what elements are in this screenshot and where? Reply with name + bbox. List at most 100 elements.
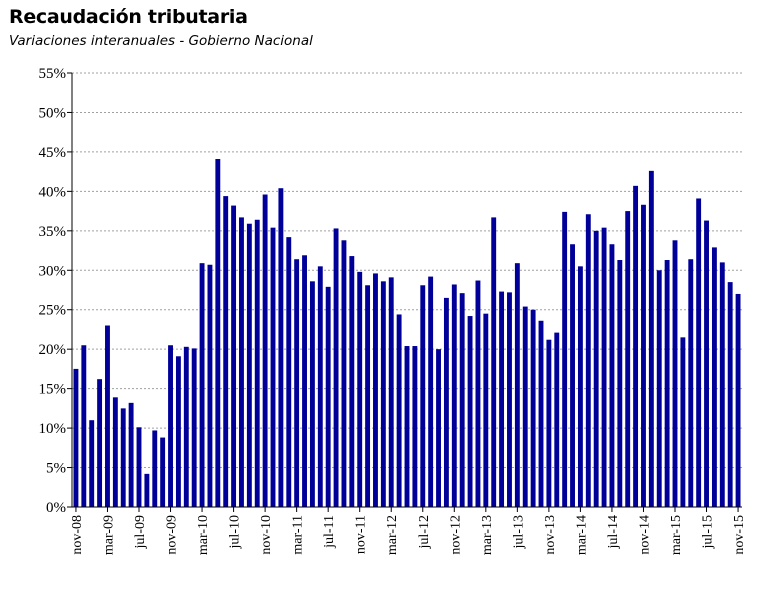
bar [105, 325, 110, 507]
x-tick-label: mar-11 [291, 515, 306, 555]
x-tick-label: jul-10 [228, 515, 243, 549]
bar [357, 271, 363, 507]
x-tick-label: jul-11 [322, 515, 337, 549]
bar [546, 339, 552, 507]
bar [467, 316, 473, 507]
bar [641, 204, 646, 507]
bar [727, 282, 733, 507]
x-tick-label: nov-14 [637, 515, 652, 555]
bar [475, 280, 481, 507]
y-tick-label: 40% [39, 184, 67, 200]
axes [67, 72, 742, 512]
bar [270, 227, 276, 507]
y-tick-label: 0% [46, 500, 66, 516]
x-tick-label: mar-10 [196, 515, 211, 555]
bar [207, 264, 213, 507]
x-tick-label: nov-09 [165, 515, 180, 555]
bar [704, 220, 709, 507]
x-tick-label: jul-15 [701, 515, 716, 549]
bar [507, 292, 512, 507]
x-tick-label: jul-13 [511, 515, 526, 549]
bar [672, 240, 678, 508]
y-tick-label: 45% [39, 145, 67, 161]
bar-series [73, 159, 741, 508]
bar [609, 244, 615, 508]
bar [601, 227, 607, 507]
y-tick-label: 50% [39, 105, 67, 121]
bar [491, 217, 497, 507]
bar [625, 211, 631, 507]
chart-subtitle: Variaciones interanuales - Gobierno Naci… [9, 33, 313, 49]
x-tick-label: nov-12 [448, 515, 463, 555]
x-tick-label: nov-11 [354, 515, 369, 554]
bar [451, 284, 457, 507]
bar [499, 291, 505, 507]
y-tick-label: 25% [39, 303, 67, 319]
x-tick-label: mar-14 [574, 515, 589, 555]
x-tick-label: jul-09 [133, 515, 148, 549]
y-tick-label: 55% [39, 66, 67, 82]
y-tick-label: 5% [46, 461, 66, 477]
bar [617, 260, 623, 507]
y-tick-label: 30% [39, 263, 67, 279]
bar [199, 263, 205, 507]
bar [81, 345, 87, 507]
bar [664, 260, 670, 507]
bar [183, 346, 189, 507]
bar [215, 159, 221, 507]
bar [483, 313, 489, 507]
bar [373, 273, 378, 507]
bar [735, 293, 741, 507]
x-tick-label: mar-13 [480, 515, 495, 555]
bar [593, 230, 599, 507]
bar [246, 223, 252, 507]
bar [160, 437, 166, 507]
bar [239, 217, 244, 507]
bar [294, 259, 300, 507]
bar [349, 256, 355, 507]
chart-title: Recaudación tributaria [9, 6, 248, 28]
bar [191, 348, 197, 507]
bar [696, 198, 702, 507]
bar [317, 266, 323, 507]
bar [436, 349, 441, 507]
x-tick-label: nov-08 [70, 515, 85, 555]
bar [128, 402, 134, 507]
bar [89, 420, 95, 507]
bar [719, 262, 725, 507]
bar [254, 219, 260, 507]
bar [577, 266, 583, 507]
bar [309, 281, 315, 507]
x-tick-label: mar-15 [669, 515, 684, 555]
bar [530, 309, 536, 507]
bar [175, 356, 181, 507]
bar [112, 397, 118, 507]
bar [286, 237, 292, 507]
bar [262, 194, 268, 507]
y-tick-label: 35% [39, 224, 67, 240]
bar [302, 255, 307, 507]
x-tick-label: nov-15 [732, 515, 747, 555]
bar [711, 247, 717, 507]
bar [152, 430, 158, 507]
x-tick-label: jul-12 [417, 515, 432, 549]
bar [514, 263, 520, 507]
bar [420, 285, 426, 507]
bar [428, 276, 434, 507]
bar [443, 297, 449, 507]
bar [562, 211, 568, 507]
bar [688, 259, 694, 507]
y-tick-label: 20% [39, 342, 67, 358]
x-tick-label: jul-14 [606, 515, 621, 549]
bar [648, 170, 654, 507]
bar [680, 337, 686, 507]
bar [231, 205, 237, 507]
x-tick-label: mar-09 [101, 515, 116, 555]
bar [404, 346, 410, 507]
x-tick-label: mar-12 [385, 515, 400, 555]
bar [412, 346, 418, 507]
bar [554, 332, 560, 507]
bar [223, 196, 229, 507]
bar [365, 285, 371, 507]
